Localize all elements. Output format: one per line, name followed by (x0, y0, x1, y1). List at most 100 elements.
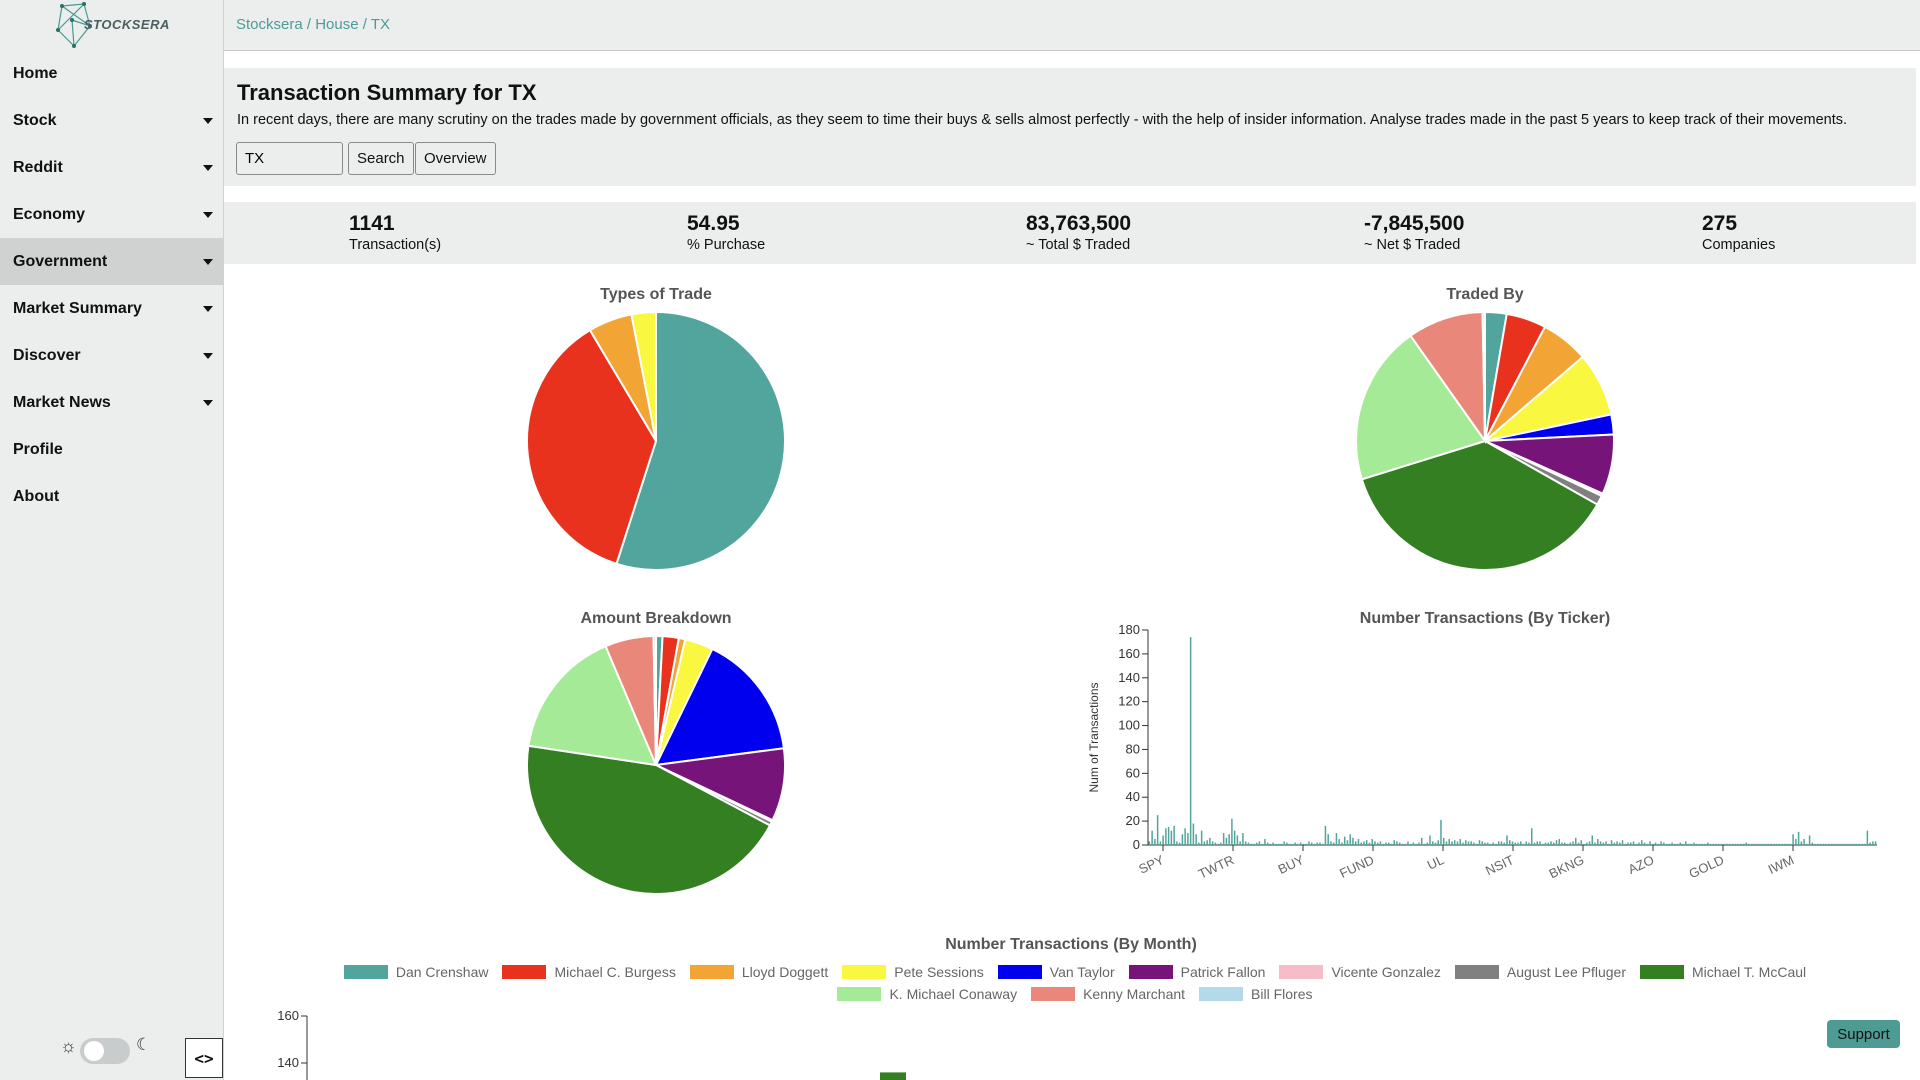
ticker-bar[interactable] (1448, 839, 1450, 845)
ticker-bar[interactable] (1833, 843, 1836, 845)
ticker-bar[interactable] (1239, 841, 1241, 845)
ticker-bar[interactable] (1385, 842, 1387, 845)
ticker-bar[interactable] (1198, 842, 1200, 845)
ticker-bar[interactable] (1720, 843, 1723, 845)
ticker-bar[interactable] (1445, 841, 1448, 845)
ticker-bar[interactable] (1390, 843, 1393, 845)
ticker-bar[interactable] (1577, 842, 1580, 845)
ticker-bar[interactable] (1674, 843, 1676, 845)
ticker-bar[interactable] (1305, 843, 1307, 845)
ticker-bar[interactable] (1286, 842, 1288, 845)
ticker-bar[interactable] (1806, 843, 1808, 845)
ticker-bar[interactable] (1594, 842, 1596, 845)
ticker-bar[interactable] (1154, 839, 1156, 845)
legend-item[interactable]: Pete Sessions (842, 964, 984, 980)
month-bar[interactable] (880, 1072, 906, 1080)
ticker-bar[interactable] (1167, 827, 1170, 845)
ticker-bar[interactable] (1869, 842, 1871, 845)
pie-slice[interactable] (1355, 334, 1487, 481)
ticker-bar[interactable] (1462, 842, 1464, 845)
ticker-bar[interactable] (1569, 842, 1572, 845)
ticker-bar[interactable] (1475, 843, 1478, 845)
ticker-bar[interactable] (1327, 834, 1329, 845)
ticker-bar[interactable] (1374, 841, 1376, 845)
ticker-bar[interactable] (1277, 843, 1280, 845)
ticker-bar[interactable] (1751, 843, 1753, 845)
ticker-bar[interactable] (1784, 843, 1786, 845)
ticker-bar[interactable] (1341, 842, 1343, 845)
ticker-bar[interactable] (1321, 843, 1324, 845)
ticker-bar[interactable] (1189, 637, 1192, 845)
ticker-bar[interactable] (1409, 843, 1412, 845)
ticker-bar[interactable] (1418, 842, 1420, 845)
ticker-bar[interactable] (1830, 843, 1833, 845)
theme-switch[interactable] (80, 1038, 130, 1064)
ticker-bar[interactable] (1828, 843, 1830, 845)
ticker-bar[interactable] (1704, 843, 1706, 845)
ticker-bar[interactable] (1360, 842, 1362, 845)
ticker-bar[interactable] (1165, 828, 1167, 845)
ticker-bar[interactable] (1159, 841, 1162, 845)
ticker-bar[interactable] (1357, 839, 1360, 845)
ticker-bar[interactable] (1371, 839, 1373, 845)
ticker-bar[interactable] (1789, 843, 1792, 845)
ticker-bar[interactable] (1874, 841, 1877, 845)
ticker-bar[interactable] (1616, 841, 1618, 845)
ticker-bar[interactable] (1624, 843, 1627, 845)
ticker-bar[interactable] (1363, 841, 1365, 845)
sidebar-item-home[interactable]: Home (0, 50, 223, 97)
ticker-bar[interactable] (1597, 839, 1599, 845)
ticker-bar[interactable] (1599, 841, 1602, 845)
ticker-bar[interactable] (1214, 842, 1217, 845)
ticker-bar[interactable] (1822, 843, 1825, 845)
pie-slice[interactable] (654, 647, 786, 767)
ticker-bar[interactable] (1299, 842, 1302, 845)
ticker-bar[interactable] (1187, 833, 1189, 845)
ticker-bar[interactable] (1426, 842, 1428, 845)
sidebar-item-market-news[interactable]: Market News (0, 379, 223, 426)
ticker-bar[interactable] (1756, 843, 1759, 845)
legend-item[interactable]: Kenny Marchant (1031, 986, 1185, 1002)
ticker-bar[interactable] (1786, 843, 1789, 845)
pie-slice[interactable] (652, 634, 657, 766)
ticker-bar[interactable] (1550, 841, 1552, 845)
ticker-bar[interactable] (1181, 834, 1184, 845)
ticker-bar[interactable] (1404, 843, 1406, 845)
ticker-bar[interactable] (1151, 830, 1153, 845)
ticker-bar[interactable] (1489, 843, 1492, 845)
ticker-bar[interactable] (1836, 843, 1838, 845)
ticker-bar[interactable] (1564, 842, 1566, 845)
ticker-bar[interactable] (1319, 842, 1321, 845)
ticker-bar[interactable] (1610, 840, 1613, 845)
ticker-bar[interactable] (1555, 840, 1558, 845)
ticker-bar[interactable] (1354, 841, 1357, 845)
ticker-bar[interactable] (1649, 841, 1651, 845)
ticker-bar[interactable] (1839, 843, 1841, 845)
ticker-bar[interactable] (1209, 837, 1211, 845)
theme-toggle[interactable]: ☼ ☾ (58, 1034, 158, 1064)
ticker-bar[interactable] (1500, 841, 1503, 845)
ticker-bar[interactable] (1349, 834, 1351, 845)
ticker-bar[interactable] (1503, 842, 1506, 845)
ticker-bar[interactable] (1621, 840, 1624, 845)
ticker-bar[interactable] (1393, 840, 1395, 845)
ticker-bar[interactable] (1473, 842, 1475, 845)
ticker-bar[interactable] (1627, 842, 1629, 845)
ticker-bar[interactable] (1696, 843, 1698, 845)
ticker-bar[interactable] (1770, 843, 1772, 845)
ticker-bar[interactable] (1492, 842, 1494, 845)
ticker-bar[interactable] (1767, 843, 1770, 845)
ticker-bar[interactable] (1737, 843, 1739, 845)
ticker-bar[interactable] (1536, 841, 1539, 845)
ticker-bar[interactable] (1310, 842, 1313, 845)
ticker-bar[interactable] (1819, 843, 1822, 845)
legend-item[interactable]: Dan Crenshaw (343, 964, 488, 980)
overview-button[interactable]: Overview (415, 142, 496, 175)
ticker-bar[interactable] (1156, 815, 1159, 845)
ticker-bar[interactable] (1437, 840, 1439, 845)
ticker-bar[interactable] (1346, 840, 1349, 845)
legend-item[interactable]: K. Michael Conaway (837, 986, 1017, 1002)
ticker-bar[interactable] (1602, 842, 1605, 845)
ticker-bar[interactable] (1522, 843, 1525, 845)
ticker-bar[interactable] (1162, 835, 1164, 845)
